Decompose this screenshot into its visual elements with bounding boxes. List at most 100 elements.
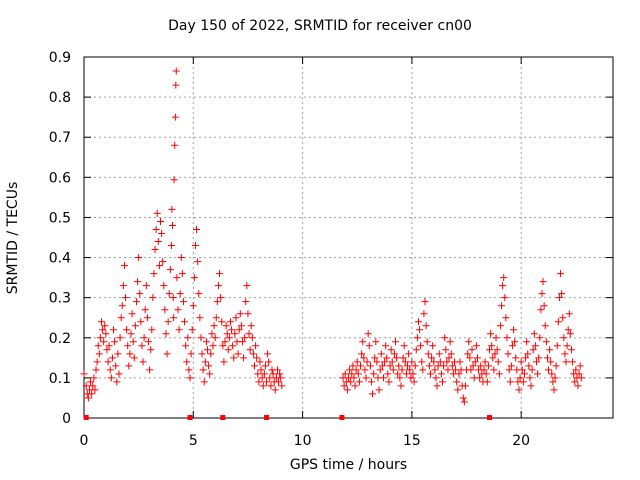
data-point — [104, 358, 112, 366]
data-point — [370, 370, 378, 378]
baseline-marker — [83, 415, 89, 420]
data-point — [273, 366, 281, 374]
data-point — [256, 358, 264, 366]
data-point — [531, 342, 539, 350]
data-point — [218, 318, 226, 326]
data-point — [278, 382, 286, 390]
data-point — [506, 378, 514, 386]
data-point — [487, 330, 495, 338]
data-point — [441, 334, 449, 342]
data-point — [230, 354, 238, 362]
data-point — [537, 306, 545, 314]
data-point — [213, 298, 221, 306]
data-point — [351, 382, 359, 390]
data-point — [525, 362, 533, 370]
data-point — [243, 282, 251, 290]
data-point — [401, 358, 409, 366]
data-point — [271, 386, 279, 394]
data-point — [343, 386, 351, 394]
data-point — [97, 318, 105, 326]
data-point — [277, 374, 285, 382]
data-point — [397, 382, 405, 390]
data-point — [550, 386, 558, 394]
data-point — [172, 67, 180, 75]
data-point — [354, 370, 362, 378]
data-point — [389, 366, 397, 374]
data-point — [116, 334, 124, 342]
data-point — [575, 370, 583, 378]
baseline-marker — [339, 415, 345, 420]
data-point — [422, 322, 430, 330]
data-point — [148, 326, 156, 334]
data-point — [456, 358, 464, 366]
x-tick-label: 15 — [403, 433, 421, 449]
data-point — [549, 378, 557, 386]
data-point — [454, 386, 462, 394]
data-point — [107, 374, 115, 382]
data-point — [159, 258, 167, 266]
data-point — [236, 310, 244, 318]
data-point — [448, 362, 456, 370]
data-point — [494, 358, 502, 366]
data-point — [146, 366, 154, 374]
data-point — [413, 334, 421, 342]
data-point — [258, 374, 266, 382]
data-point — [424, 350, 432, 358]
data-point — [217, 294, 225, 302]
data-point — [485, 346, 493, 354]
data-point — [244, 310, 252, 318]
data-point — [198, 350, 206, 358]
data-point — [223, 330, 231, 338]
data-point — [491, 350, 499, 358]
data-point — [153, 209, 161, 217]
data-point — [367, 378, 375, 386]
data-point — [189, 302, 197, 310]
x-tick-label: 20 — [512, 433, 530, 449]
data-point — [257, 366, 265, 374]
data-point — [517, 358, 525, 366]
data-point — [138, 342, 146, 350]
data-point — [490, 366, 498, 374]
data-point — [430, 358, 438, 366]
data-point — [395, 362, 403, 370]
data-point — [162, 330, 170, 338]
data-point — [554, 318, 562, 326]
data-point — [561, 350, 569, 358]
data-point — [440, 362, 448, 370]
data-point — [357, 362, 365, 370]
data-point — [105, 342, 113, 350]
data-point — [541, 322, 549, 330]
data-point — [246, 346, 254, 354]
data-point — [394, 370, 402, 378]
x-tick-label: 0 — [80, 433, 89, 449]
data-point — [182, 342, 190, 350]
data-point — [425, 362, 433, 370]
baseline-marker — [187, 415, 193, 420]
data-point — [108, 354, 116, 362]
data-point — [419, 366, 427, 374]
data-point — [390, 350, 398, 358]
data-point — [126, 350, 134, 358]
data-point — [560, 334, 568, 342]
data-point — [261, 362, 269, 370]
data-point — [421, 298, 429, 306]
data-point — [144, 338, 152, 346]
data-point — [114, 350, 122, 358]
data-point — [429, 342, 437, 350]
data-point — [161, 306, 169, 314]
chart-title: Day 150 of 2022, SRMTID for receiver cn0… — [168, 18, 472, 34]
data-point — [186, 374, 194, 382]
data-point — [249, 350, 257, 358]
data-point — [201, 358, 209, 366]
data-point — [149, 294, 157, 302]
data-point — [82, 382, 90, 390]
data-point — [400, 342, 408, 350]
data-point — [265, 358, 273, 366]
data-point — [151, 246, 159, 254]
data-point — [125, 362, 133, 370]
data-point — [132, 298, 140, 306]
data-point — [408, 358, 416, 366]
data-point — [130, 354, 138, 362]
y-tick-label: 0.5 — [49, 210, 71, 226]
data-point — [481, 358, 489, 366]
